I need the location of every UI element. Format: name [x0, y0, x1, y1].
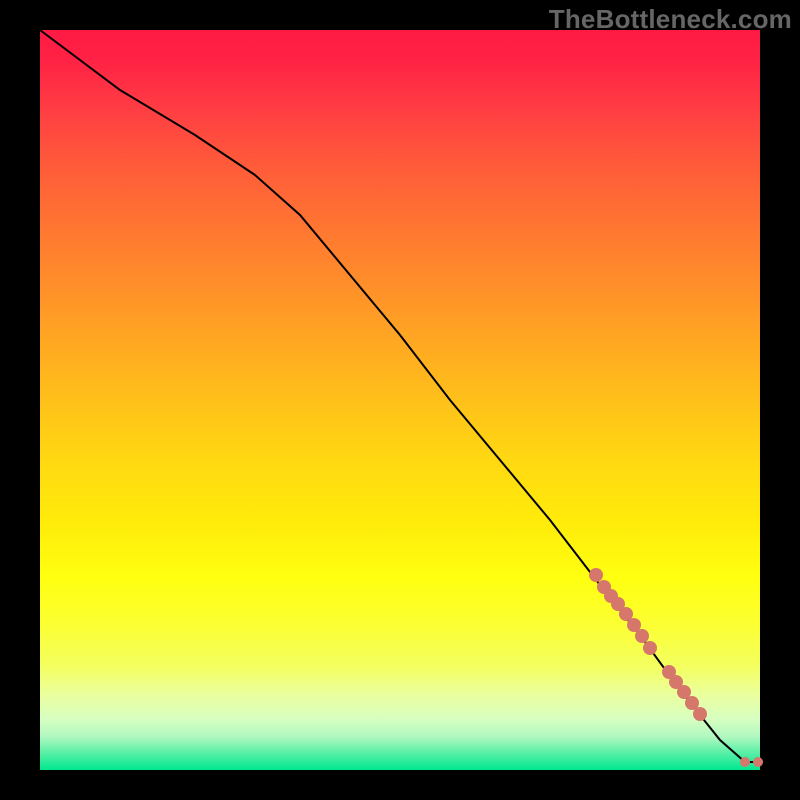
- chart-frame: { "watermark": { "text": "TheBottleneck.…: [0, 0, 800, 800]
- data-marker: [643, 641, 657, 655]
- data-marker: [589, 568, 603, 582]
- data-marker: [693, 707, 707, 721]
- data-marker: [753, 757, 763, 767]
- data-marker: [740, 757, 750, 767]
- chart-svg: [0, 0, 800, 800]
- watermark-text: TheBottleneck.com: [549, 4, 792, 35]
- data-marker: [635, 629, 649, 643]
- plot-background: [40, 30, 760, 770]
